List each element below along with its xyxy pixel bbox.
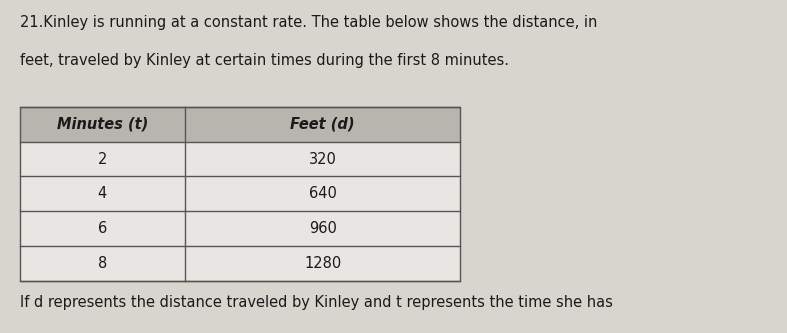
Text: Minutes (t): Minutes (t) bbox=[57, 117, 148, 132]
Text: Feet (d): Feet (d) bbox=[290, 117, 355, 132]
Bar bbox=[20, 107, 460, 142]
Bar bbox=[20, 142, 460, 176]
Text: 640: 640 bbox=[309, 186, 337, 201]
Text: If d represents the distance traveled by Kinley and t represents the time she ha: If d represents the distance traveled by… bbox=[20, 295, 612, 310]
Text: 320: 320 bbox=[309, 152, 337, 166]
Bar bbox=[20, 176, 460, 211]
Bar bbox=[20, 211, 460, 246]
Text: 8: 8 bbox=[98, 256, 107, 271]
Text: 2: 2 bbox=[98, 152, 107, 166]
Text: feet, traveled by Kinley at certain times during the first 8 minutes.: feet, traveled by Kinley at certain time… bbox=[20, 53, 508, 68]
Bar bbox=[20, 246, 460, 281]
Text: 6: 6 bbox=[98, 221, 107, 236]
Text: 4: 4 bbox=[98, 186, 107, 201]
Text: 1280: 1280 bbox=[304, 256, 342, 271]
Text: 21.Kinley is running at a constant rate. The table below shows the distance, in: 21.Kinley is running at a constant rate.… bbox=[20, 15, 597, 30]
Text: 960: 960 bbox=[309, 221, 337, 236]
Bar bbox=[20, 107, 460, 281]
